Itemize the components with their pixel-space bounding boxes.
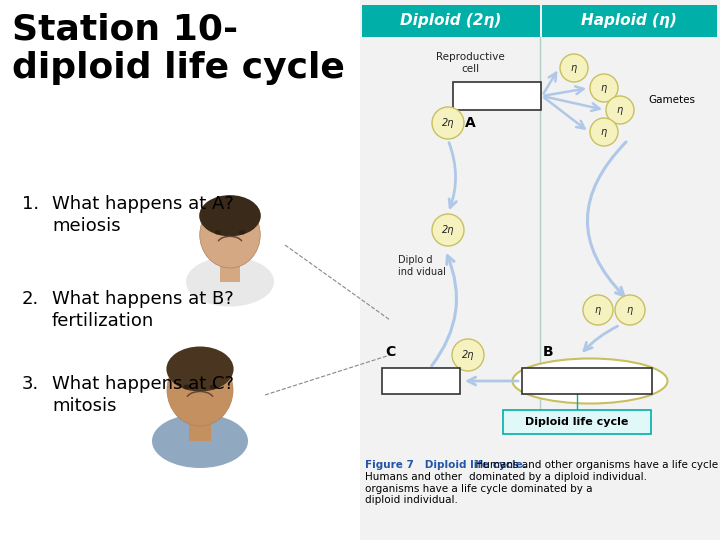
Text: 2η: 2η xyxy=(442,118,454,128)
Text: Diploid (2η): Diploid (2η) xyxy=(400,14,502,29)
Text: What happens at C?: What happens at C? xyxy=(52,375,234,393)
FancyBboxPatch shape xyxy=(503,410,651,434)
Ellipse shape xyxy=(583,295,613,325)
Text: η: η xyxy=(617,105,623,115)
Text: C: C xyxy=(385,345,395,359)
Text: mitosis: mitosis xyxy=(52,397,117,415)
Text: Diplo d
ind vidual: Diplo d ind vidual xyxy=(398,255,446,276)
Ellipse shape xyxy=(183,384,190,389)
Text: Humans and other
organisms have a life cycle dominated by a
diploid individual.: Humans and other organisms have a life c… xyxy=(365,472,593,505)
Text: η: η xyxy=(595,305,601,315)
Text: η: η xyxy=(601,127,607,137)
Ellipse shape xyxy=(560,54,588,82)
Ellipse shape xyxy=(606,96,634,124)
Ellipse shape xyxy=(239,230,246,234)
Bar xyxy=(362,5,540,37)
Ellipse shape xyxy=(152,414,248,468)
Text: A: A xyxy=(465,116,476,130)
Text: Station 10-
diploid life cycle: Station 10- diploid life cycle xyxy=(12,12,345,85)
Ellipse shape xyxy=(590,74,618,102)
Ellipse shape xyxy=(199,195,261,237)
Bar xyxy=(189,411,211,441)
Bar xyxy=(0,0,360,540)
Text: η: η xyxy=(627,305,633,315)
Ellipse shape xyxy=(199,202,260,268)
Text: 2η: 2η xyxy=(442,225,454,235)
Ellipse shape xyxy=(167,354,233,426)
Text: Gametes: Gametes xyxy=(648,95,695,105)
Ellipse shape xyxy=(513,359,667,403)
Text: Reproductive
cell: Reproductive cell xyxy=(436,52,505,73)
Text: 2.: 2. xyxy=(22,290,40,308)
Ellipse shape xyxy=(210,384,217,389)
Text: What happens at A?: What happens at A? xyxy=(52,195,234,213)
Ellipse shape xyxy=(432,107,464,139)
Bar xyxy=(220,254,240,282)
Ellipse shape xyxy=(590,118,618,146)
Ellipse shape xyxy=(215,230,221,234)
Text: Humans and other organisms have a life cycle dominated by a diploid individual.: Humans and other organisms have a life c… xyxy=(469,460,718,482)
Ellipse shape xyxy=(432,214,464,246)
Text: B: B xyxy=(543,345,554,359)
Ellipse shape xyxy=(452,339,484,371)
Bar xyxy=(360,0,720,540)
Text: meiosis: meiosis xyxy=(52,217,121,235)
Text: Haploid (η): Haploid (η) xyxy=(581,14,677,29)
Text: η: η xyxy=(571,63,577,73)
Text: 1.: 1. xyxy=(22,195,39,213)
Text: What happens at B?: What happens at B? xyxy=(52,290,234,308)
Text: Figure 7   Diploid life cycle.: Figure 7 Diploid life cycle. xyxy=(365,460,527,470)
Bar xyxy=(382,368,460,394)
Text: 2η: 2η xyxy=(462,350,474,360)
Bar xyxy=(542,5,717,37)
Ellipse shape xyxy=(615,295,645,325)
Text: fertilization: fertilization xyxy=(52,312,154,330)
Bar xyxy=(453,82,541,110)
Bar xyxy=(522,368,652,394)
Text: 3.: 3. xyxy=(22,375,40,393)
Text: Diploid life cycle: Diploid life cycle xyxy=(526,417,629,427)
Text: η: η xyxy=(601,83,607,93)
Ellipse shape xyxy=(186,257,274,307)
Ellipse shape xyxy=(166,347,233,392)
